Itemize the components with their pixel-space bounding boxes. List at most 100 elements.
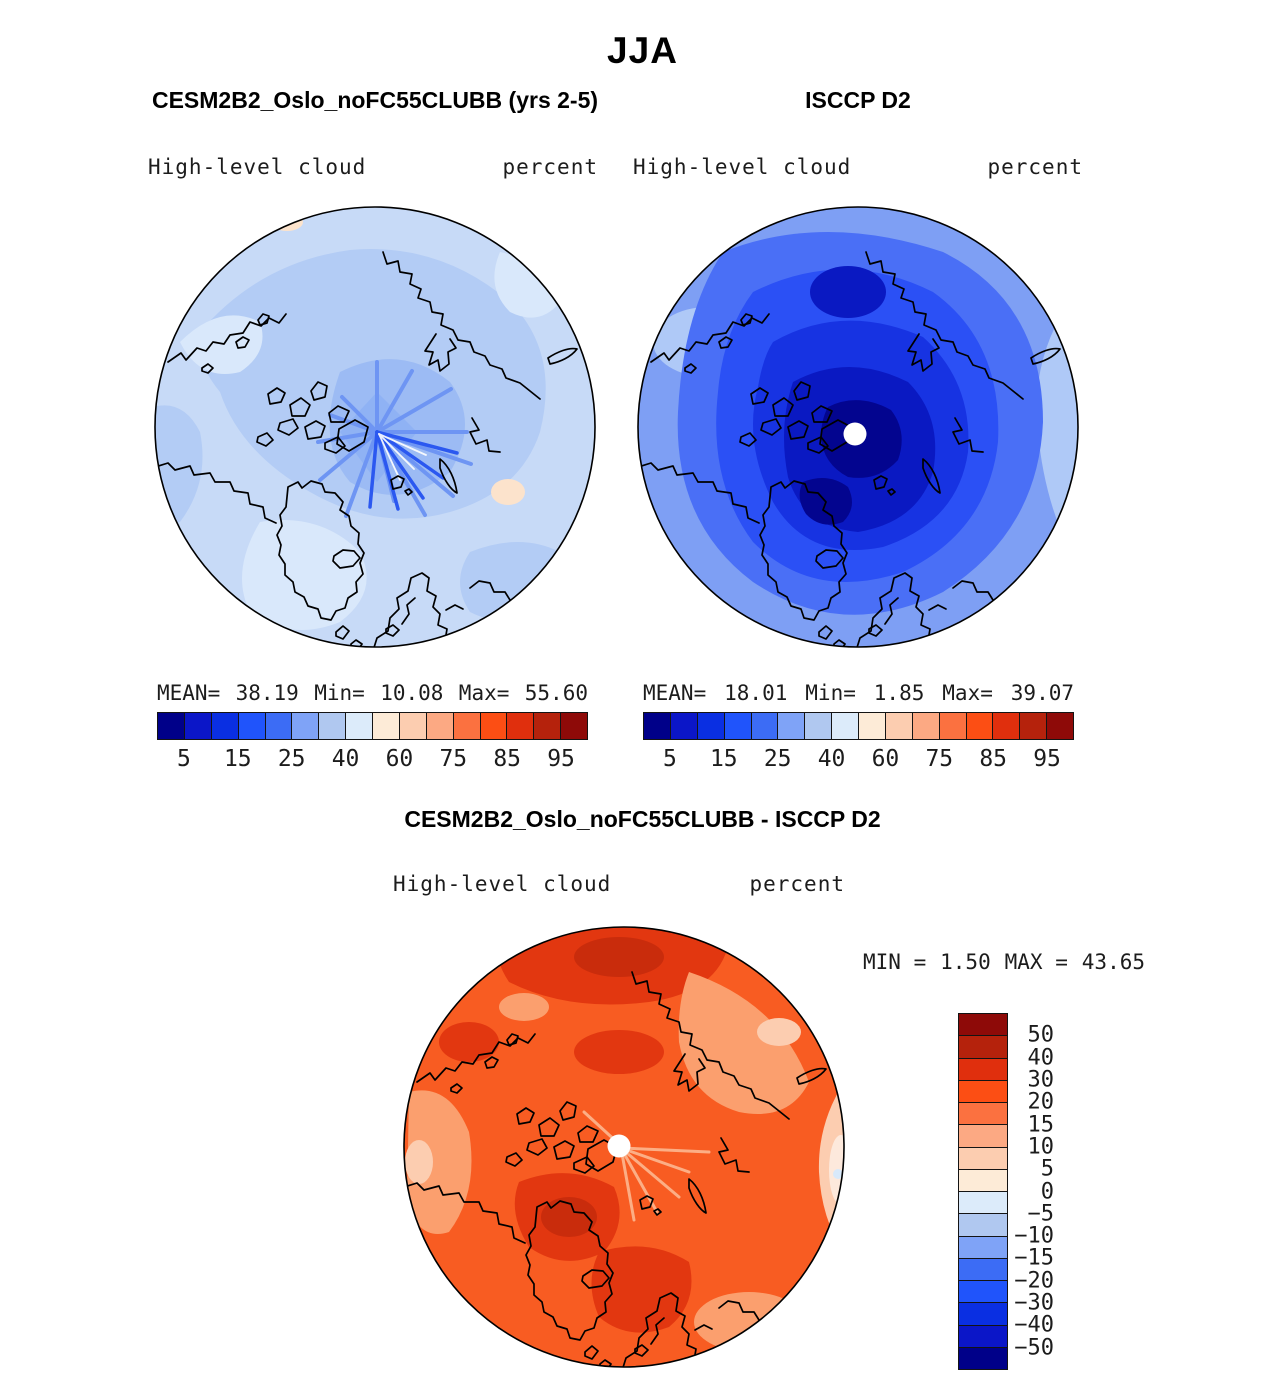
colorbar-tick-label: 60 — [871, 746, 900, 772]
colorbar-cell — [346, 713, 373, 739]
model-map — [154, 206, 596, 648]
colorbar-cell — [751, 713, 779, 739]
colorbar-tick-label: −15 — [1014, 1245, 1054, 1271]
colorbar-cell — [507, 713, 535, 739]
colorbar-tick-label: 20 — [1027, 1089, 1055, 1115]
model-colorbar — [157, 712, 588, 740]
model-stats: MEAN= 38.19 Min= 10.08 Max= 55.60 — [157, 681, 588, 705]
model-var-row: High-level cloud percent — [148, 155, 598, 179]
obs-colorbar-ticks: 5 15 25 40 60 75 85 95 — [643, 746, 1074, 776]
colorbar-cell — [959, 1347, 1007, 1369]
colorbar-cell — [959, 1103, 1007, 1126]
diff-map-field — [404, 927, 844, 1367]
min-label: Min= — [805, 681, 856, 705]
colorbar-tick-label: −20 — [1014, 1268, 1054, 1294]
pole-artifact-star — [316, 360, 473, 518]
diff-colorbar — [958, 1013, 1008, 1370]
colorbar-tick-label: 85 — [493, 746, 522, 772]
pole-data-hole — [607, 1134, 631, 1158]
colorbar-tick-label: 85 — [979, 746, 1008, 772]
colorbar-cell — [959, 1147, 1007, 1170]
colorbar-cell — [885, 713, 913, 739]
obs-panel-title: ISCCP D2 — [805, 87, 911, 113]
colorbar-tick-label: 0 — [1040, 1179, 1054, 1204]
colorbar-cell — [399, 713, 427, 739]
colorbar-cell — [644, 713, 671, 739]
colorbar-tick-label: 30 — [1027, 1067, 1055, 1093]
diff-units-label: percent — [749, 872, 845, 896]
colorbar-cell — [778, 713, 806, 739]
model-units-label: percent — [502, 155, 598, 179]
min-label: Min= — [314, 681, 365, 705]
colorbar-tick-label: 95 — [1033, 746, 1061, 772]
diff-panel-title: CESM2B2_Oslo_noFC55CLUBB - ISCCP D2 — [404, 806, 881, 832]
colorbar-cell — [959, 1192, 1007, 1215]
diff-var-row: High-level cloud percent — [393, 872, 845, 896]
mean-label: MEAN= — [643, 681, 707, 705]
diff-variable-label: High-level cloud — [393, 872, 612, 896]
colorbar-tick-label: −40 — [1014, 1312, 1054, 1338]
diff-map — [403, 926, 845, 1368]
model-panel-title: CESM2B2_Oslo_noFC55CLUBB (yrs 2-5) — [151, 87, 599, 113]
colorbar-tick-label: 5 — [663, 746, 677, 772]
colorbar-cell — [959, 1325, 1007, 1348]
colorbar-tick-label: 40 — [1027, 1045, 1055, 1071]
min-label: MIN = — [863, 950, 927, 974]
colorbar-tick-label: −5 — [1027, 1201, 1055, 1227]
colorbar-cell — [959, 1080, 1007, 1103]
colorbar-cell — [670, 713, 698, 739]
warm-anomaly-spot — [271, 213, 303, 231]
colorbar-tick-label: 40 — [817, 746, 846, 772]
colorbar-cell — [1047, 713, 1073, 739]
warm-anomaly-spot — [491, 479, 525, 505]
map-boundary-circle — [637, 206, 1079, 648]
colorbar-tick-label: −10 — [1014, 1223, 1054, 1249]
max-value: 43.65 — [1081, 950, 1145, 974]
colorbar-cell — [912, 713, 940, 739]
colorbar-tick-label: 95 — [547, 746, 575, 772]
colorbar-cell — [832, 713, 859, 739]
colorbar-cell — [959, 1125, 1007, 1148]
colorbar-cell — [959, 1258, 1007, 1281]
mean-value: 18.01 — [724, 681, 788, 705]
colorbar-tick-label: 60 — [385, 746, 414, 772]
colorbar-cell — [697, 713, 725, 739]
min-value: 1.85 — [873, 681, 925, 705]
colorbar-tick-label: 50 — [1027, 1022, 1055, 1048]
colorbar-tick-label: 15 — [1027, 1112, 1055, 1138]
colorbar-tick-label: 5 — [177, 746, 191, 772]
colorbar-cell — [184, 713, 212, 739]
colorbar-cell — [534, 713, 562, 739]
min-value: 1.50 — [940, 950, 991, 974]
colorbar-cell — [561, 713, 587, 739]
colorbar-cell — [265, 713, 293, 739]
colorbar-tick-label: 40 — [331, 746, 360, 772]
pole-artifact-streaks — [582, 1110, 711, 1222]
colorbar-tick-label: 25 — [277, 746, 306, 772]
colorbar-tick-label: −30 — [1014, 1290, 1054, 1316]
max-value: 55.60 — [524, 681, 588, 705]
map-boundary-circle — [154, 206, 596, 648]
colorbar-tick-label: −50 — [1014, 1335, 1054, 1361]
colorbar-cell — [939, 713, 967, 739]
obs-var-row: High-level cloud percent — [633, 155, 1083, 179]
colorbar-cell — [238, 713, 266, 739]
pole-data-hole — [843, 422, 867, 446]
max-label: Max= — [458, 681, 510, 705]
min-value: 10.08 — [380, 681, 444, 705]
colorbar-cell — [859, 713, 886, 739]
colorbar-cell — [480, 713, 508, 739]
colorbar-cell — [319, 713, 347, 739]
model-variable-label: High-level cloud — [148, 155, 367, 179]
colorbar-tick-label: 10 — [1027, 1134, 1055, 1160]
colorbar-cell — [426, 713, 454, 739]
colorbar-cell — [959, 1169, 1007, 1192]
colorbar-cell — [959, 1281, 1007, 1304]
colorbar-cell — [959, 1058, 1007, 1081]
colorbar-cell — [373, 713, 400, 739]
colorbar-cell — [959, 1303, 1007, 1326]
max-value: 39.07 — [1010, 681, 1074, 705]
colorbar-tick-label: 75 — [925, 746, 954, 772]
colorbar-cell — [724, 713, 752, 739]
